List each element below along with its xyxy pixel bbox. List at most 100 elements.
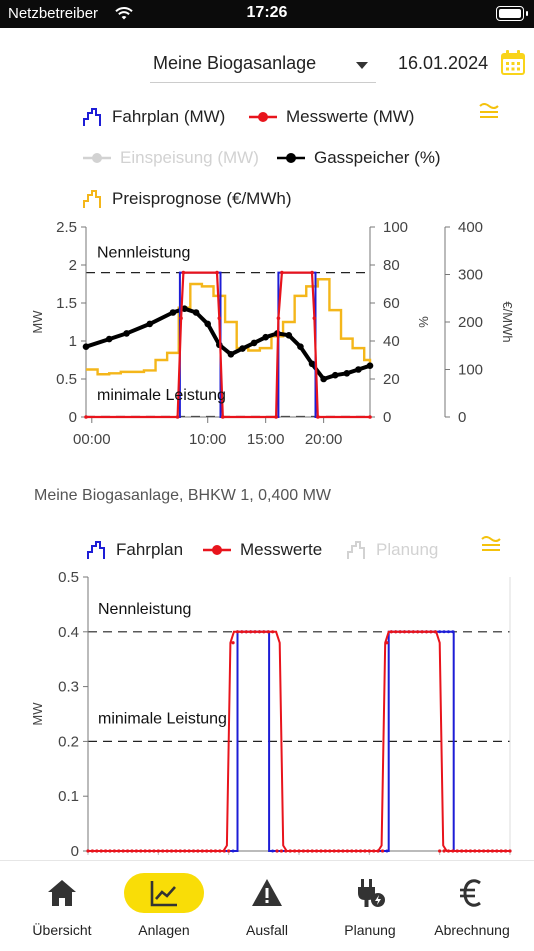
messwerte-point	[152, 849, 156, 853]
messwerte-point	[416, 630, 420, 634]
messwerte-point	[117, 849, 121, 853]
messwerte-point	[477, 849, 481, 853]
messwerte-point	[424, 630, 429, 634]
plant-dropdown[interactable]: Meine Biogasanlage	[150, 50, 376, 83]
carrier-label: Netzbetreiber	[8, 5, 99, 22]
y-tick-label-right-percent: 20	[383, 371, 400, 388]
tab-abrechnung-label: Abrechnung	[434, 922, 510, 938]
date-value[interactable]: 16.01.2024	[398, 53, 489, 73]
messwerte-point	[103, 849, 108, 853]
y-tick-label-left: 1.5	[56, 295, 77, 312]
gasspeicher-point	[262, 333, 269, 341]
tab-abrechnung[interactable]: Abrechnung	[419, 861, 525, 951]
messwerte-point	[156, 849, 160, 853]
unit-caption: Meine Biogasanlage, BHKW 1, 0,400 MW	[34, 487, 332, 504]
legend-einspeisung[interactable]: Einspeisung (MW)	[82, 148, 259, 168]
gasspeicher-point	[297, 343, 304, 351]
battery-icon	[496, 6, 528, 21]
messwerte-point	[218, 849, 222, 853]
bottom-tab-bar: Übersicht Anlagen Ausfall Planung Abrech…	[0, 860, 534, 951]
messwerte-point	[376, 849, 380, 853]
legend2-fahrplan[interactable]: Fahrplan	[86, 540, 183, 560]
gasspeicher-point	[181, 305, 188, 313]
calendar-icon[interactable]	[500, 49, 526, 76]
messwerte-point	[433, 630, 437, 634]
messwerte-point	[249, 630, 253, 634]
messwerte-point	[179, 316, 183, 321]
tab-ausfall[interactable]: Ausfall	[214, 861, 320, 951]
messwerte-point	[372, 849, 376, 853]
messwerte-point	[271, 630, 275, 634]
messwerte-point	[394, 630, 398, 634]
gasspeicher-point	[250, 339, 258, 347]
gasspeicher-point	[146, 320, 154, 328]
messwerte-point	[178, 849, 182, 853]
y-tick-label-left: 2.5	[56, 219, 77, 236]
messwerte-point	[411, 630, 415, 634]
messwerte-point	[253, 630, 257, 634]
tab-uebersicht-label: Übersicht	[32, 922, 92, 938]
tab-anlagen[interactable]: Anlagen	[111, 861, 217, 951]
layers-icon[interactable]	[478, 100, 500, 120]
messwerte-point	[274, 415, 278, 419]
messwerte-point	[468, 849, 473, 853]
series-messwerte	[86, 271, 370, 419]
y-axis-title-right-percent: %	[416, 316, 431, 328]
label-minimale-leistung: minimale Leistung	[98, 710, 227, 727]
step-line-icon	[87, 541, 105, 559]
messwerte-point	[407, 630, 411, 634]
messwerte-point	[240, 630, 244, 634]
legend-gasspeicher[interactable]: Gasspeicher (%)	[276, 148, 441, 168]
messwerte-point	[442, 849, 446, 853]
messwerte-point	[354, 849, 358, 853]
messwerte-point	[297, 849, 301, 853]
messwerte-point	[169, 849, 174, 853]
messwerte-point	[495, 849, 499, 853]
y-tick-label-right-percent: 0	[383, 409, 391, 426]
messwerte-point	[235, 630, 240, 634]
messwerte-point	[350, 849, 354, 853]
dot-line-icon	[83, 153, 111, 163]
messwerte-point	[367, 849, 371, 853]
messwerte-point	[121, 849, 125, 853]
gasspeicher-point	[169, 309, 177, 316]
legend-preis[interactable]: Preisprognose (€/MWh)	[82, 189, 292, 209]
tab-planung[interactable]: Planung	[317, 861, 423, 951]
messwerte-point	[380, 849, 385, 853]
legend2-messwerte[interactable]: Messwerte	[202, 540, 322, 560]
legend-messwerte-label: Messwerte (MW)	[286, 107, 415, 126]
y-tick-label: 0.5	[58, 569, 79, 586]
y-tick-label: 0.2	[58, 733, 79, 750]
label-nennleistung: Nennleistung	[98, 601, 191, 618]
gasspeicher-point	[239, 345, 246, 352]
messwerte-point	[306, 849, 310, 853]
legend2-planung[interactable]: Planung	[346, 540, 438, 560]
plug-icon	[358, 879, 385, 907]
messwerte-point	[86, 849, 90, 853]
messwerte-point	[499, 849, 503, 853]
y-tick-label-right-price: 0	[458, 409, 466, 426]
tab-uebersicht[interactable]: Übersicht	[9, 861, 115, 951]
messwerte-point	[112, 849, 116, 853]
messwerte-point	[227, 849, 231, 853]
messwerte-point	[130, 849, 134, 853]
legend-messwerte[interactable]: Messwerte (MW)	[248, 107, 414, 127]
messwerte-point	[196, 849, 200, 853]
messwerte-point	[451, 849, 455, 853]
chevron-down-icon	[356, 62, 368, 69]
gasspeicher-point	[227, 351, 235, 358]
messwerte-point	[183, 849, 187, 853]
plant-dropdown-value: Meine Biogasanlage	[153, 53, 317, 73]
y-tick-label: 0.4	[58, 624, 79, 641]
messwerte-point	[341, 849, 345, 853]
legend-fahrplan[interactable]: Fahrplan (MW)	[82, 107, 225, 127]
messwerte-point	[279, 849, 284, 853]
layers-icon[interactable]	[480, 533, 502, 553]
y-tick-label-right-percent: 40	[383, 333, 400, 350]
gasspeicher-point	[355, 366, 362, 373]
dot-line-icon	[277, 153, 305, 163]
messwerte-point	[266, 630, 270, 634]
messwerte-point	[200, 849, 204, 853]
gasspeicher-point	[192, 309, 200, 316]
x-tick-label: 15:00	[247, 431, 285, 448]
